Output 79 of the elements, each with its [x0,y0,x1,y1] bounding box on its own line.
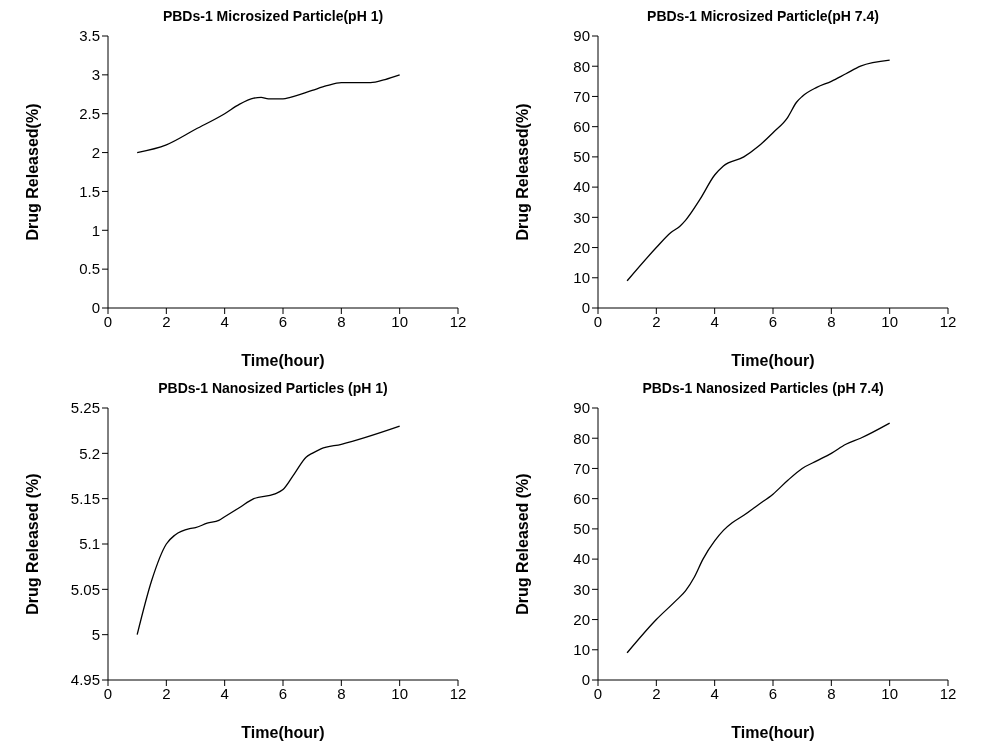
x-axis-title: Time(hour) [241,724,325,741]
y-tick-label: 40 [573,178,590,196]
x-tick-label: 10 [881,684,899,702]
line-series [136,425,401,636]
x-axis-title: Time(hour) [731,724,815,741]
x-axis-title: Time(hour) [731,352,815,369]
y-tick-label: 2 [91,143,100,161]
x-tick-label: 12 [449,312,467,330]
y-tick-label: 0 [91,299,100,317]
x-tick-label: 12 [939,312,957,330]
x-tick-label: 8 [827,312,836,330]
x-tick-label: 8 [337,312,346,330]
x-axis-title: Time(hour) [241,352,325,369]
x-tick-label: 4 [710,684,719,702]
chart-title: PBDs-1 Microsized Particle(pH 7.4) [646,8,880,26]
y-tick-label: 80 [573,57,590,75]
y-tick-label: 5.2 [79,444,100,462]
y-tick-label: 5.25 [70,399,100,417]
y-tick-label: 20 [573,610,590,628]
y-tick-label: 5.15 [70,489,100,507]
y-tick-label: 20 [573,238,590,256]
y-tick-label: 0 [581,299,590,317]
y-tick-label: 1 [91,221,100,239]
y-tick-label: 60 [573,489,590,507]
x-tick-label: 2 [162,312,171,330]
x-tick-label: 2 [162,684,171,702]
x-tick-label: 6 [278,684,288,702]
line-series [626,59,891,282]
x-tick-label: 0 [103,684,113,702]
x-tick-label: 0 [593,312,603,330]
y-tick-label: 10 [573,269,590,287]
chart-title: PBDs-1 Nanosized Particles (pH 1) [157,380,389,398]
y-tick-label: 90 [573,27,590,45]
line-series [626,422,891,654]
y-tick-label: 2.5 [79,105,100,123]
y-tick-label: 3.5 [79,27,100,45]
x-tick-label: 8 [337,684,346,702]
x-tick-label: 12 [939,684,957,702]
y-axis-title: Drug Released(%) [23,103,41,241]
x-tick-label: 4 [220,312,229,330]
y-tick-label: 5.1 [79,535,100,553]
y-tick-label: 70 [573,459,590,477]
y-tick-label: 0 [581,671,590,689]
y-axis-title: Drug Released(%) [513,103,531,241]
x-tick-label: 12 [449,684,467,702]
y-tick-label: 30 [573,580,590,598]
y-tick-label: 3 [91,66,100,84]
x-tick-label: 6 [768,312,778,330]
y-tick-label: 5.05 [70,580,100,598]
y-tick-label: 10 [573,641,590,659]
chart-title: PBDs-1 Microsized Particle(pH 1) [161,8,385,26]
y-tick-label: 30 [573,208,590,226]
y-tick-label: 80 [573,429,590,447]
x-tick-label: 2 [652,312,661,330]
x-tick-label: 6 [768,684,778,702]
y-tick-label: 40 [573,550,590,568]
x-tick-label: 2 [652,684,661,702]
x-tick-label: 4 [220,684,229,702]
y-tick-label: 4.95 [70,671,100,689]
y-tick-label: 60 [573,117,590,135]
y-tick-label: 50 [573,148,590,166]
chart-title: PBDs-1 Nanosized Particles (pH 7.4) [641,380,885,398]
y-tick-label: 1.5 [79,182,100,200]
x-tick-label: 0 [593,684,603,702]
y-tick-label: 5 [91,625,100,643]
x-tick-label: 6 [278,312,288,330]
y-axis-title: Drug Released (%) [513,473,531,615]
x-tick-label: 10 [391,312,409,330]
y-tick-label: 0.5 [79,260,100,278]
y-axis-title: Drug Released (%) [23,473,41,615]
y-tick-label: 50 [573,520,590,538]
x-tick-label: 0 [103,312,113,330]
line-series [136,74,401,154]
y-tick-label: 90 [573,399,590,417]
x-tick-label: 10 [391,684,409,702]
x-tick-label: 8 [827,684,836,702]
x-tick-label: 4 [710,312,719,330]
x-tick-label: 10 [881,312,899,330]
y-tick-label: 70 [573,87,590,105]
